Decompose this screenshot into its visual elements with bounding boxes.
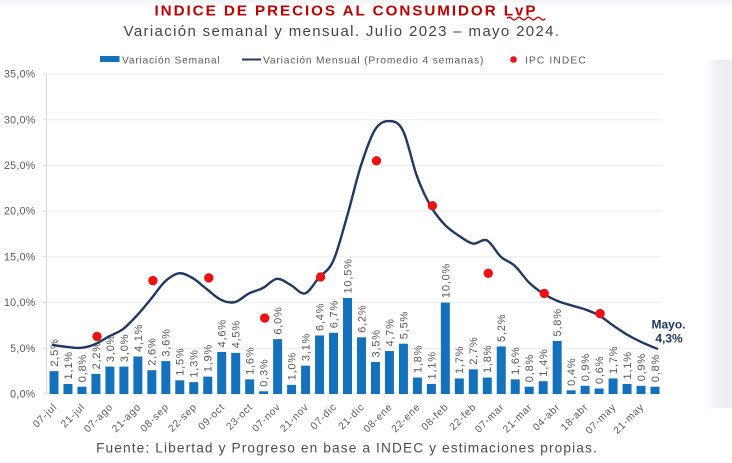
svg-text:6,0%: 6,0% (273, 306, 285, 334)
svg-text:Mayo.: Mayo. (651, 318, 685, 332)
svg-text:4,3%: 4,3% (655, 332, 683, 346)
svg-text:1,1%: 1,1% (63, 351, 75, 379)
svg-text:4,6%: 4,6% (217, 319, 229, 347)
svg-text:Variación Mensual (Promedio 4: Variación Mensual (Promedio 4 semanas) (263, 56, 484, 67)
svg-text:0,0%: 0,0% (10, 389, 36, 401)
svg-text:0,4%: 0,4% (566, 358, 578, 386)
svg-text:4,5%: 4,5% (231, 320, 243, 348)
svg-text:0,9%: 0,9% (636, 353, 648, 381)
svg-text:6,2%: 6,2% (356, 305, 368, 333)
svg-text:1,7%: 1,7% (454, 346, 466, 374)
svg-text:1,6%: 1,6% (245, 347, 257, 375)
svg-text:2,7%: 2,7% (468, 337, 480, 365)
svg-text:1,4%: 1,4% (538, 348, 550, 376)
svg-text:2,6%: 2,6% (147, 337, 159, 365)
svg-text:3,0%: 3,0% (105, 334, 117, 362)
svg-text:1,1%: 1,1% (622, 351, 634, 379)
svg-text:5,8%: 5,8% (552, 308, 564, 336)
svg-text:0,9%: 0,9% (580, 353, 592, 381)
svg-text:4,7%: 4,7% (384, 318, 396, 346)
svg-text:5,0%: 5,0% (10, 343, 36, 355)
svg-text:1,8%: 1,8% (412, 345, 424, 373)
svg-text:INDICE DE PRECIOS AL CONSUMIDO: INDICE DE PRECIOS AL CONSUMIDOR LvP (154, 3, 537, 20)
svg-text:1,8%: 1,8% (482, 345, 494, 373)
svg-text:1,6%: 1,6% (510, 347, 522, 375)
svg-text:0,8%: 0,8% (650, 354, 662, 382)
svg-text:1,7%: 1,7% (608, 346, 620, 374)
svg-text:6,4%: 6,4% (314, 303, 326, 331)
svg-text:10,0%: 10,0% (440, 263, 452, 298)
svg-text:0,6%: 0,6% (594, 356, 606, 384)
svg-text:20,0%: 20,0% (4, 206, 36, 218)
svg-text:1,3%: 1,3% (189, 349, 201, 377)
svg-text:1,5%: 1,5% (175, 348, 187, 376)
svg-text:1,0%: 1,0% (287, 352, 299, 380)
svg-text:Variación semanal y mensual. J: Variación semanal y mensual. Julio 2023 … (124, 23, 561, 40)
svg-text:4,1%: 4,1% (133, 324, 145, 352)
svg-text:1,1%: 1,1% (426, 351, 438, 379)
svg-text:3,5%: 3,5% (370, 329, 382, 357)
svg-text:0,3%: 0,3% (259, 358, 271, 386)
svg-text:30,0%: 30,0% (4, 114, 36, 126)
svg-text:5,2%: 5,2% (496, 314, 508, 342)
svg-text:15,0%: 15,0% (4, 251, 36, 263)
svg-text:6,7%: 6,7% (328, 300, 340, 328)
svg-text:35,0%: 35,0% (4, 69, 36, 81)
svg-text:25,0%: 25,0% (4, 160, 36, 172)
svg-text:Fuente: Libertad y Progreso en: Fuente: Libertad y Progreso en base a IN… (96, 441, 598, 456)
svg-text:2,2%: 2,2% (91, 341, 103, 369)
svg-text:3,6%: 3,6% (161, 328, 173, 356)
svg-text:3,1%: 3,1% (300, 333, 312, 361)
svg-text:10,5%: 10,5% (342, 258, 354, 293)
svg-text:0,8%: 0,8% (524, 354, 536, 382)
svg-text:Variación Semanal: Variación Semanal (122, 56, 220, 67)
svg-text:0,8%: 0,8% (77, 354, 89, 382)
svg-text:IPC INDEC: IPC INDEC (525, 56, 587, 67)
svg-text:2,5%: 2,5% (49, 338, 61, 366)
svg-text:5,5%: 5,5% (398, 311, 410, 339)
svg-text:3,0%: 3,0% (119, 334, 131, 362)
svg-text:1,9%: 1,9% (203, 344, 215, 372)
svg-text:10,0%: 10,0% (4, 297, 36, 309)
